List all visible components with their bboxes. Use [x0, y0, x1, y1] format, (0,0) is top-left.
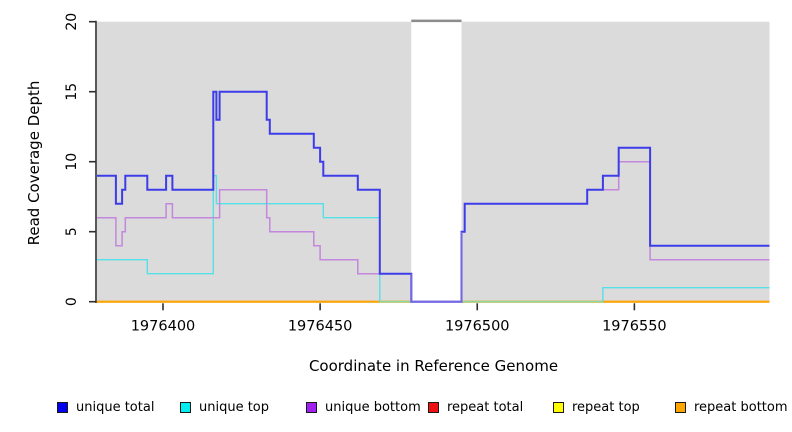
- x-tick-label: 1976450: [288, 319, 353, 335]
- y-tick-label: 20: [64, 13, 80, 31]
- legend-item-repeat-bottom: repeat bottom: [675, 399, 788, 415]
- legend-item-repeat-total: repeat total: [428, 399, 524, 415]
- legend-label: unique top: [199, 399, 270, 415]
- legend-label: repeat bottom: [694, 399, 788, 415]
- legend-label: unique total: [76, 399, 155, 415]
- legend-item-repeat-top: repeat top: [553, 399, 640, 415]
- legend-label: repeat total: [447, 399, 524, 415]
- y-tick-label: 5: [64, 227, 80, 236]
- x-tick-label: 1976400: [131, 319, 196, 335]
- legend-label: repeat top: [572, 399, 640, 415]
- unique-total-line: [97, 90, 770, 303]
- legend-swatch-unique-total: [57, 401, 68, 413]
- legend: unique total unique top unique bottom repea…: [0, 400, 792, 416]
- legend-swatch-repeat-top: [553, 401, 564, 413]
- legend-label: unique bottom: [325, 399, 421, 415]
- y-axis-title: Read Coverage Depth: [25, 80, 43, 246]
- gap-band: [411, 22, 462, 303]
- legend-item-unique-total: unique total: [57, 399, 155, 415]
- gap-zero-line: [410, 231, 463, 303]
- legend-swatch-repeat-total: [428, 401, 439, 413]
- legend-swatch-unique-top: [180, 401, 191, 413]
- x-tick-label: 1976550: [602, 319, 667, 335]
- gap-band-top-border: [411, 19, 462, 23]
- y-tick-label: 15: [64, 83, 80, 101]
- y-tick-label: 0: [64, 297, 80, 306]
- legend-item-unique-top: unique top: [180, 399, 270, 415]
- x-axis-title: Coordinate in Reference Genome: [308, 357, 559, 375]
- x-tick-label: 1976500: [445, 319, 510, 335]
- legend-swatch-unique-bottom: [306, 401, 317, 413]
- y-tick-label: 10: [64, 153, 80, 171]
- legend-swatch-repeat-bottom: [675, 401, 686, 413]
- legend-item-unique-bottom: unique bottom: [306, 399, 421, 415]
